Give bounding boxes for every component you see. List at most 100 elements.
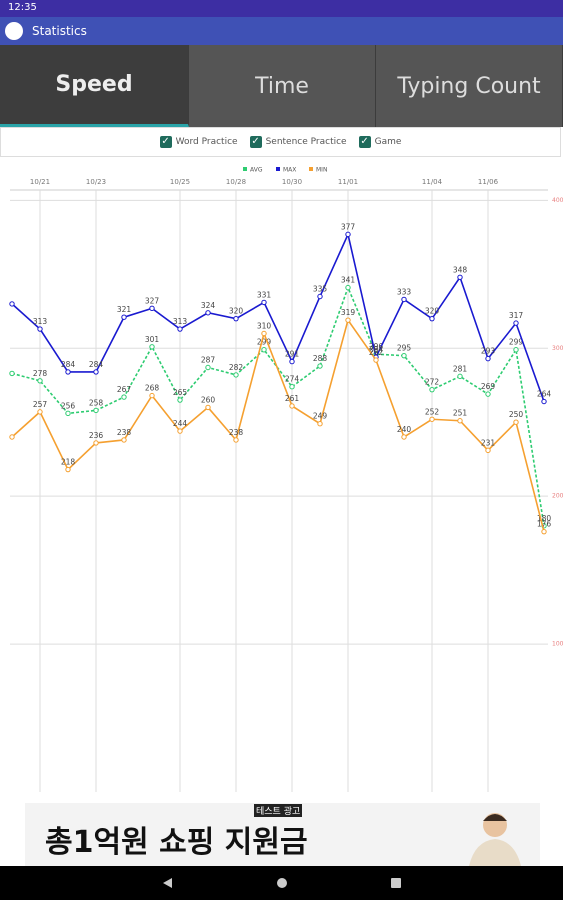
data-label: 310 — [257, 321, 272, 330]
data-point — [457, 373, 463, 380]
legend-swatch — [309, 167, 313, 171]
data-label: 348 — [453, 265, 468, 274]
data-point — [65, 369, 71, 375]
data-point — [485, 447, 491, 454]
data-label: 287 — [201, 355, 216, 364]
data-point — [345, 317, 351, 323]
tab[interactable]: Typing Count — [376, 45, 563, 127]
data-point — [177, 428, 183, 434]
data-label: 260 — [201, 395, 216, 404]
legend-label: AVG — [250, 167, 263, 174]
data-point — [429, 386, 435, 393]
checkbox-label: Game — [374, 137, 402, 147]
checkbox[interactable]: ✓ Sentence Practice — [249, 136, 347, 148]
data-point — [121, 394, 127, 400]
legend-label: MIN — [316, 167, 327, 174]
x-tick-label: 10/30 — [282, 178, 302, 186]
data-point — [541, 528, 547, 535]
data-label: 293 — [481, 347, 496, 356]
data-point — [37, 378, 43, 384]
data-point — [205, 364, 211, 371]
data-point — [485, 391, 491, 397]
tab-bar: Speed Time Typing Count — [0, 45, 563, 127]
checkbox[interactable]: ✓ Word Practice — [159, 136, 238, 148]
y-tick-label: 200 — [552, 493, 563, 500]
back-button[interactable] — [5, 22, 23, 40]
y-tick-label: 100 — [552, 641, 563, 648]
data-label: 341 — [341, 276, 356, 285]
data-label: 327 — [145, 296, 160, 305]
data-point — [149, 392, 155, 399]
recents-icon[interactable] — [391, 878, 401, 888]
data-label: 320 — [229, 307, 244, 316]
ad-illustration — [469, 813, 521, 866]
data-point — [261, 299, 267, 306]
data-point — [233, 437, 239, 443]
data-label: 321 — [117, 305, 132, 314]
data-label: 284 — [61, 360, 76, 369]
data-label: 238 — [117, 428, 132, 437]
data-point — [261, 330, 267, 337]
data-label: 236 — [89, 431, 104, 440]
data-label: 252 — [425, 407, 440, 416]
data-label: 296 — [369, 342, 384, 351]
data-label: 244 — [173, 419, 188, 428]
data-label: 319 — [341, 308, 356, 317]
home-icon[interactable] — [277, 878, 287, 888]
data-label: 272 — [425, 378, 440, 387]
data-point — [317, 293, 323, 300]
data-label: 258 — [89, 398, 104, 407]
back-icon[interactable] — [163, 878, 172, 888]
data-label: 250 — [509, 410, 524, 419]
x-tick-label: 11/01 — [338, 178, 358, 186]
data-label: 274 — [285, 375, 300, 384]
data-point — [37, 409, 43, 415]
data-label: 268 — [145, 384, 160, 393]
data-point — [457, 274, 463, 280]
tab[interactable]: Speed — [0, 45, 189, 127]
data-point — [205, 404, 211, 411]
y-tick-label: 300 — [552, 345, 563, 352]
data-point — [233, 315, 239, 322]
data-point — [65, 410, 71, 417]
data-label: 238 — [229, 428, 244, 437]
ad-text: 총1억원 쇼핑 지원금 — [45, 825, 308, 860]
data-label: 335 — [313, 284, 328, 293]
data-point — [485, 355, 491, 362]
data-label: 313 — [33, 317, 48, 326]
series-line — [11, 318, 545, 532]
data-label: 288 — [313, 354, 328, 363]
data-label: 240 — [397, 425, 412, 434]
x-tick-label: 11/06 — [478, 178, 499, 186]
data-point — [317, 421, 323, 427]
data-label: 317 — [509, 311, 524, 320]
data-point — [513, 347, 519, 353]
data-point — [261, 347, 267, 353]
data-label: 284 — [89, 360, 104, 369]
data-label: 176 — [537, 520, 552, 529]
data-label: 257 — [33, 400, 48, 409]
data-point — [401, 434, 407, 440]
data-label: 180 — [537, 514, 552, 523]
data-point — [233, 372, 239, 378]
checkbox[interactable]: ✓ Game — [358, 136, 402, 148]
toolbar-title: Statistics — [32, 24, 87, 38]
data-label: 333 — [397, 287, 412, 296]
y-tick-label: 400 — [552, 197, 563, 204]
data-label: 269 — [481, 382, 496, 391]
checkbox-label: Word Practice — [175, 137, 238, 147]
data-label: 377 — [341, 222, 356, 231]
data-point — [9, 370, 15, 377]
data-label: 261 — [285, 394, 300, 403]
data-label: 278 — [33, 369, 48, 378]
data-point — [401, 352, 407, 359]
navigation-bar — [0, 866, 563, 900]
data-point — [541, 398, 547, 405]
status-bar: 12:35 — [0, 0, 563, 17]
ad-banner[interactable]: 테스트 광고 총1억원 쇼핑 지원금 — [25, 803, 540, 866]
tab[interactable]: Time — [189, 45, 376, 127]
toolbar: Statistics — [0, 17, 563, 45]
data-label: 249 — [313, 412, 328, 421]
data-label: 267 — [117, 385, 132, 394]
data-label: 324 — [201, 301, 216, 310]
